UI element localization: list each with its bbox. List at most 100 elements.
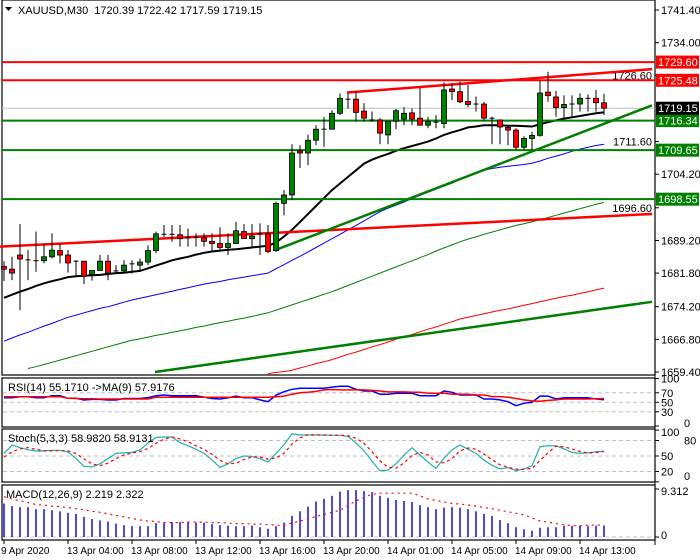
candle [81, 260, 87, 285]
candle-body [481, 103, 487, 119]
candle [473, 96, 479, 112]
level-price-label: 1725.48 [658, 75, 698, 87]
macd-panel[interactable] [1, 484, 656, 541]
candle-body [329, 112, 335, 130]
candle [345, 93, 351, 109]
candle [585, 94, 591, 112]
time-axis-label: 14 Apr 13:00 [579, 546, 636, 557]
candle [145, 245, 151, 266]
candle-body [89, 270, 95, 275]
candle-body [9, 268, 15, 274]
candle-body [289, 152, 295, 196]
candle [113, 265, 119, 273]
macd-signal-line [3, 492, 605, 527]
triangle-down-icon[interactable] [5, 7, 12, 11]
candle-body [217, 243, 223, 248]
time-axis-label: 13 Apr 12:00 [195, 546, 252, 557]
candle-body [17, 254, 23, 260]
price-tick-label: 1674.20 [661, 302, 700, 314]
candle-body [233, 230, 239, 244]
candle [49, 233, 55, 259]
candle-body [153, 233, 159, 251]
candle-body [337, 97, 343, 114]
time-axis-label: 9 Apr 2020 [1, 546, 50, 557]
candle [209, 233, 215, 252]
price-tick-label: 1741.40 [661, 5, 700, 17]
candle-body [201, 236, 207, 242]
level-price-label-box [656, 73, 699, 87]
candle-body [417, 117, 423, 126]
candle-body [449, 88, 455, 93]
candle-body [249, 235, 255, 240]
candle-body [177, 234, 183, 240]
candle [425, 116, 431, 129]
chart-header: XAUUSD,M30 1720.39 1722.42 1717.59 1719.15 [5, 5, 262, 17]
candle-body [505, 127, 511, 131]
candle [9, 256, 15, 281]
level-price-label: 1716.34 [658, 116, 698, 128]
level-label: 50 [661, 397, 673, 409]
level-label: 0 [684, 471, 690, 483]
candle-body [313, 128, 319, 141]
candle-body [577, 97, 583, 105]
candle [545, 71, 551, 102]
candle [273, 201, 279, 252]
level-label: 0 [661, 530, 667, 542]
candle [1, 261, 7, 282]
candle-body [105, 260, 111, 274]
candle [153, 231, 159, 254]
candle-body [97, 260, 103, 271]
candle [201, 233, 207, 247]
candle [513, 128, 519, 150]
candle-body [601, 102, 607, 109]
header-high: 1722.42 [137, 5, 177, 17]
candle-body [81, 260, 87, 277]
time-axis-label: 14 Apr 09:00 [515, 546, 572, 557]
trend-line[interactable] [346, 67, 653, 94]
level-price-label-box [656, 55, 699, 69]
candle [313, 125, 319, 146]
level-label: 80 [684, 435, 696, 447]
candle-body [361, 110, 367, 119]
level-price-label: 1698.55 [658, 194, 698, 206]
price-tick-label: 1734.00 [661, 38, 700, 50]
candle-body [393, 110, 399, 122]
candle [577, 93, 583, 112]
bid-price-label-box [656, 101, 699, 115]
candle [73, 260, 79, 277]
candle [121, 260, 127, 274]
trend-line[interactable] [274, 104, 653, 252]
candle-body [41, 256, 47, 262]
moving-average-line [3, 143, 605, 342]
trend-line[interactable] [154, 300, 653, 374]
price-tick-label: 1689.20 [661, 235, 700, 247]
candle-body [465, 100, 471, 105]
level-price-label: 1709.65 [658, 145, 698, 157]
candle [361, 103, 367, 122]
candle [33, 231, 39, 272]
candle [177, 224, 183, 247]
candle-body [561, 104, 567, 108]
candle [593, 89, 599, 112]
candle-body [145, 250, 151, 263]
candle [489, 116, 495, 145]
candle [305, 134, 311, 165]
candle [569, 95, 575, 119]
candle-body [241, 231, 247, 240]
candle-body [377, 119, 383, 134]
candle-body [401, 112, 407, 120]
candle-body [57, 250, 63, 256]
candle [353, 91, 359, 122]
candle-body [457, 91, 463, 103]
candle-body [537, 92, 543, 136]
candle [377, 118, 383, 145]
price-panel[interactable] [1, 0, 656, 376]
candle [409, 108, 415, 126]
candle [537, 80, 543, 137]
candle [129, 260, 135, 274]
candle [281, 190, 287, 216]
candle [457, 81, 463, 104]
candle [417, 88, 423, 126]
level-label: 100 [661, 427, 679, 439]
